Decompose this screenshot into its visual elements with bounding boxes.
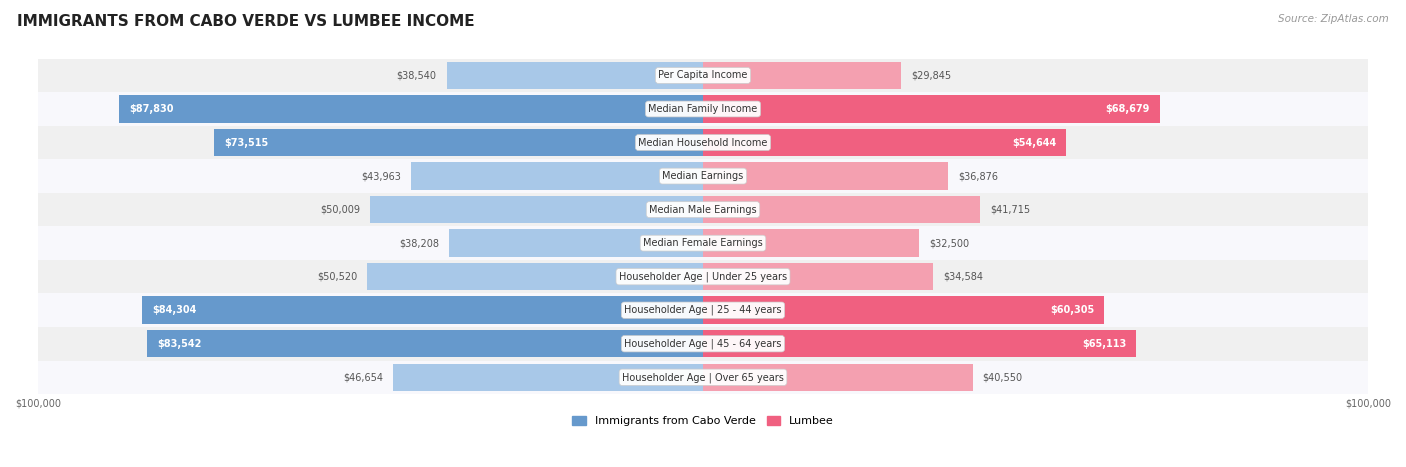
- Text: $83,542: $83,542: [157, 339, 202, 349]
- Text: $34,584: $34,584: [943, 272, 983, 282]
- Bar: [367, 263, 703, 290]
- Bar: [38, 361, 1368, 394]
- Bar: [447, 62, 703, 89]
- Text: IMMIGRANTS FROM CABO VERDE VS LUMBEE INCOME: IMMIGRANTS FROM CABO VERDE VS LUMBEE INC…: [17, 14, 474, 29]
- Bar: [38, 126, 1368, 159]
- Text: $65,113: $65,113: [1081, 339, 1126, 349]
- Bar: [703, 330, 1136, 358]
- Legend: Immigrants from Cabo Verde, Lumbee: Immigrants from Cabo Verde, Lumbee: [568, 411, 838, 431]
- Bar: [370, 196, 703, 223]
- Text: $84,304: $84,304: [152, 305, 197, 315]
- Bar: [38, 293, 1368, 327]
- Text: $43,963: $43,963: [361, 171, 401, 181]
- Bar: [148, 330, 703, 358]
- Text: $50,520: $50,520: [316, 272, 357, 282]
- Text: Householder Age | Over 65 years: Householder Age | Over 65 years: [621, 372, 785, 382]
- Text: $73,515: $73,515: [224, 138, 269, 148]
- Text: $60,305: $60,305: [1050, 305, 1094, 315]
- Text: $41,715: $41,715: [990, 205, 1031, 215]
- Bar: [411, 163, 703, 190]
- Bar: [703, 229, 920, 257]
- Text: Householder Age | Under 25 years: Householder Age | Under 25 years: [619, 271, 787, 282]
- Bar: [214, 129, 703, 156]
- Bar: [703, 163, 948, 190]
- Bar: [703, 95, 1160, 123]
- Bar: [449, 229, 703, 257]
- Bar: [703, 263, 934, 290]
- Bar: [703, 196, 980, 223]
- Bar: [38, 260, 1368, 293]
- Bar: [392, 363, 703, 391]
- Text: Median Earnings: Median Earnings: [662, 171, 744, 181]
- Bar: [703, 62, 901, 89]
- Text: $68,679: $68,679: [1105, 104, 1150, 114]
- Bar: [38, 327, 1368, 361]
- Text: $54,644: $54,644: [1012, 138, 1056, 148]
- Bar: [38, 193, 1368, 226]
- Text: Median Household Income: Median Household Income: [638, 138, 768, 148]
- Text: $50,009: $50,009: [321, 205, 360, 215]
- Text: Median Female Earnings: Median Female Earnings: [643, 238, 763, 248]
- Bar: [38, 159, 1368, 193]
- Text: Median Family Income: Median Family Income: [648, 104, 758, 114]
- Text: Householder Age | 25 - 44 years: Householder Age | 25 - 44 years: [624, 305, 782, 316]
- Text: $38,208: $38,208: [399, 238, 439, 248]
- Text: Source: ZipAtlas.com: Source: ZipAtlas.com: [1278, 14, 1389, 24]
- Text: $40,550: $40,550: [983, 372, 1022, 382]
- Bar: [120, 95, 703, 123]
- Bar: [142, 297, 703, 324]
- Text: Per Capita Income: Per Capita Income: [658, 71, 748, 80]
- Text: $36,876: $36,876: [959, 171, 998, 181]
- Text: Median Male Earnings: Median Male Earnings: [650, 205, 756, 215]
- Text: Householder Age | 45 - 64 years: Householder Age | 45 - 64 years: [624, 339, 782, 349]
- Text: $32,500: $32,500: [929, 238, 969, 248]
- Text: $87,830: $87,830: [129, 104, 173, 114]
- Bar: [38, 226, 1368, 260]
- Text: $29,845: $29,845: [911, 71, 952, 80]
- Bar: [703, 129, 1066, 156]
- Text: $38,540: $38,540: [396, 71, 437, 80]
- Bar: [38, 92, 1368, 126]
- Text: $46,654: $46,654: [343, 372, 382, 382]
- Bar: [703, 363, 973, 391]
- Bar: [703, 297, 1104, 324]
- Bar: [38, 59, 1368, 92]
